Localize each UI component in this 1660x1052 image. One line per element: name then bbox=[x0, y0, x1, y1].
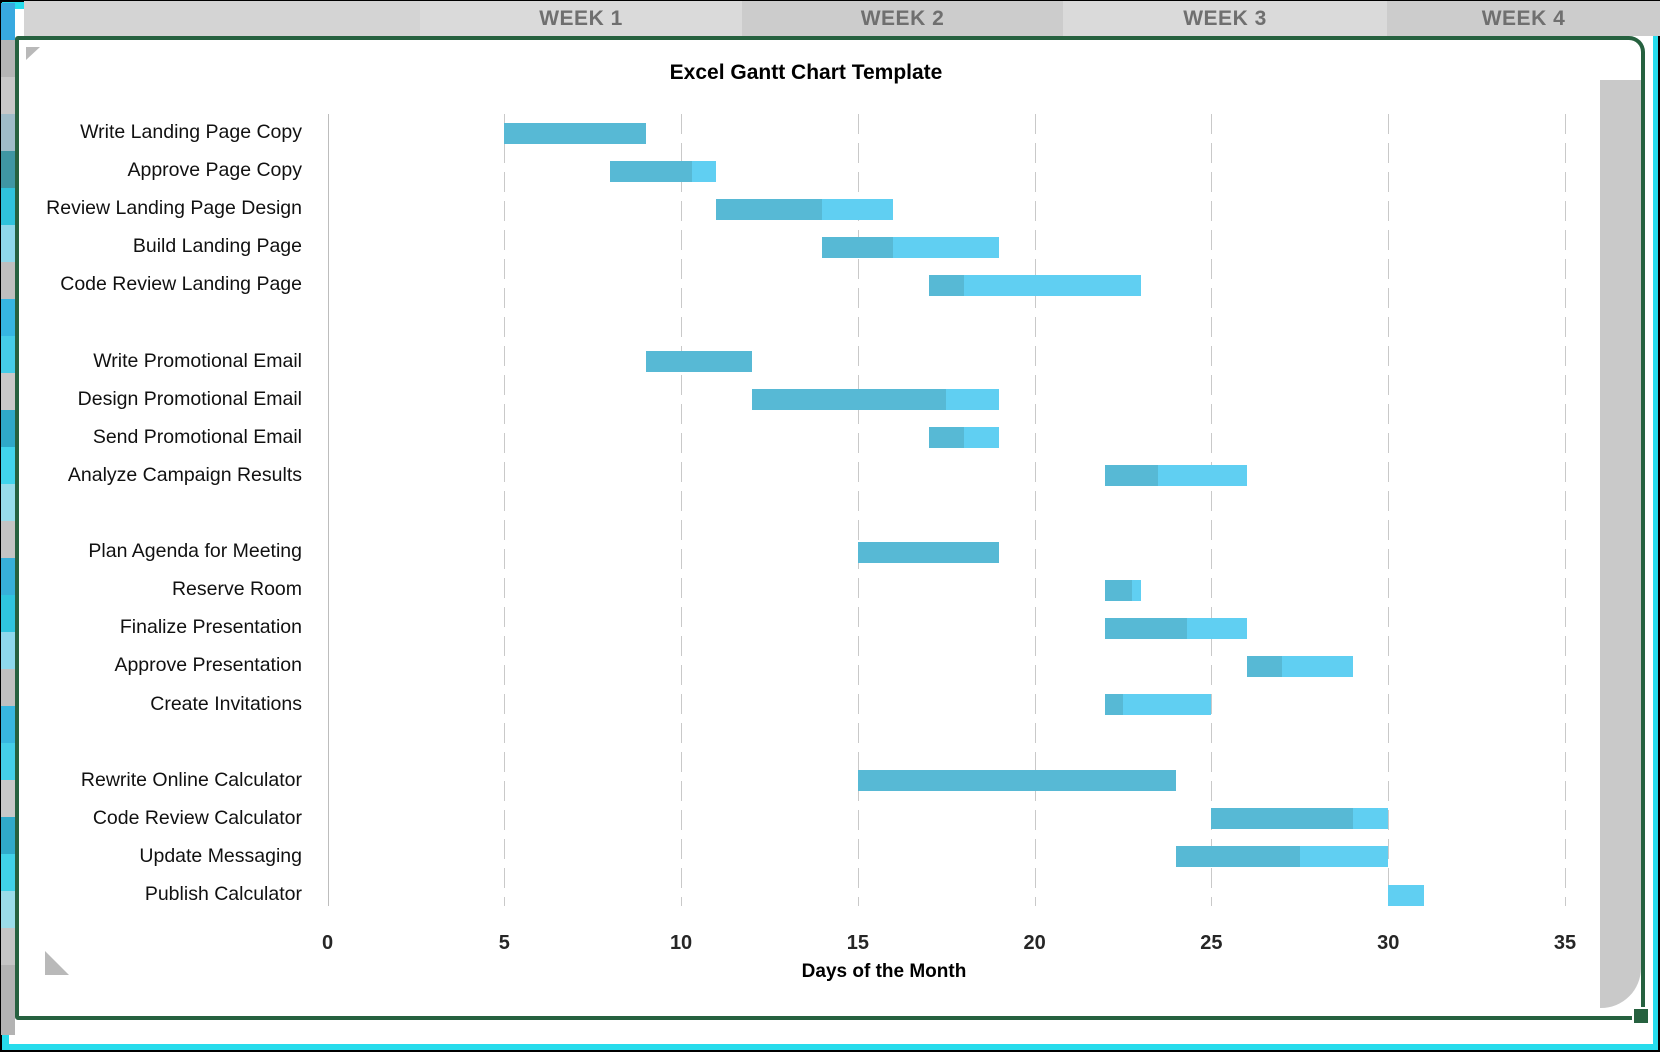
week-header-cell-empty bbox=[24, 1, 420, 36]
task-bar-completed[interactable] bbox=[857, 770, 1177, 792]
background-sliver-segment bbox=[1, 336, 15, 373]
task-bar-remaining[interactable] bbox=[1388, 884, 1424, 906]
week-header-cell-week-4: WEEK 4 bbox=[1387, 1, 1660, 36]
background-sliver-segment bbox=[1, 632, 15, 669]
task-bar-completed[interactable] bbox=[1176, 846, 1300, 868]
task-bar-completed[interactable] bbox=[504, 122, 646, 144]
background-sliver-segment bbox=[1, 373, 15, 410]
background-window-sliver bbox=[1, 3, 15, 1035]
background-sliver-segment bbox=[1, 706, 15, 743]
background-sliver-segment bbox=[1, 114, 15, 151]
background-sliver-segment bbox=[1, 410, 15, 447]
week-header-cell-week-1: WEEK 1 bbox=[420, 1, 742, 36]
week-header-cell-week-2: WEEK 2 bbox=[742, 1, 1063, 36]
background-sliver-segment bbox=[1, 743, 15, 780]
chart-selection-frame bbox=[15, 36, 1650, 1025]
task-bar-completed[interactable] bbox=[645, 351, 752, 373]
task-bar-remaining[interactable] bbox=[1123, 694, 1212, 716]
background-sliver-segment bbox=[1, 854, 15, 891]
task-bar-remaining[interactable] bbox=[946, 389, 1000, 411]
task-bar-remaining[interactable] bbox=[1299, 846, 1389, 868]
task-bar-completed[interactable] bbox=[1211, 808, 1353, 830]
task-bar-completed[interactable] bbox=[1105, 579, 1132, 601]
background-sliver-segment bbox=[1, 299, 15, 336]
background-sliver-segment bbox=[1, 40, 15, 77]
background-sliver-segment bbox=[1, 891, 15, 928]
background-sliver-segment bbox=[1, 188, 15, 225]
task-bar-remaining[interactable] bbox=[1352, 808, 1389, 830]
background-sliver-segment bbox=[1, 484, 15, 521]
task-bar-remaining[interactable] bbox=[1186, 617, 1247, 639]
task-bar-remaining[interactable] bbox=[822, 198, 894, 220]
background-sliver-segment bbox=[1, 669, 15, 706]
week-header-label: WEEK 4 bbox=[1481, 6, 1566, 30]
task-bar-remaining[interactable] bbox=[691, 160, 717, 182]
week-header-bar: WEEK 1 WEEK 2 WEEK 3 WEEK 4 bbox=[15, 1, 1660, 36]
background-sliver-segment bbox=[1, 3, 15, 40]
task-bar-remaining[interactable] bbox=[963, 274, 1141, 296]
background-sliver-segment bbox=[1, 595, 15, 632]
task-bar-completed[interactable] bbox=[928, 427, 964, 449]
task-bar-completed[interactable] bbox=[822, 236, 894, 258]
week-header-label: WEEK 1 bbox=[539, 6, 623, 30]
task-bar-remaining[interactable] bbox=[1158, 465, 1247, 487]
background-sliver-segment bbox=[1, 1002, 15, 1035]
background-sliver-segment bbox=[1, 151, 15, 188]
task-bar-completed[interactable] bbox=[928, 274, 964, 296]
task-bar-completed[interactable] bbox=[1105, 694, 1124, 716]
task-bar-completed[interactable] bbox=[610, 160, 692, 182]
week-header-label: WEEK 2 bbox=[860, 6, 945, 30]
background-sliver-segment bbox=[1, 965, 15, 1002]
background-sliver-segment bbox=[1, 817, 15, 854]
background-sliver-segment bbox=[1, 558, 15, 595]
background-sliver-segment bbox=[1, 521, 15, 558]
task-bar-remaining[interactable] bbox=[893, 236, 1000, 258]
background-sliver-segment bbox=[1, 77, 15, 114]
task-bar-remaining[interactable] bbox=[1282, 655, 1353, 677]
resize-handle[interactable] bbox=[1632, 1007, 1650, 1025]
task-bar-remaining[interactable] bbox=[1131, 579, 1141, 601]
task-bar-completed[interactable] bbox=[857, 541, 1000, 563]
task-bar-remaining[interactable] bbox=[963, 427, 1000, 449]
task-bar-completed[interactable] bbox=[751, 389, 947, 411]
background-sliver-segment bbox=[1, 225, 15, 262]
week-header-cell-week-3: WEEK 3 bbox=[1063, 1, 1387, 36]
week-header-label: WEEK 3 bbox=[1183, 6, 1267, 30]
background-sliver-segment bbox=[1, 780, 15, 817]
task-bar-completed[interactable] bbox=[1105, 617, 1187, 639]
background-sliver-segment bbox=[1, 928, 15, 965]
task-bar-completed[interactable] bbox=[716, 198, 823, 220]
page-shadow bbox=[1600, 80, 1641, 1008]
background-sliver-segment bbox=[1, 262, 15, 299]
background-sliver-segment bbox=[1, 447, 15, 484]
task-bar-completed[interactable] bbox=[1105, 465, 1159, 487]
task-bar-completed[interactable] bbox=[1246, 655, 1283, 677]
